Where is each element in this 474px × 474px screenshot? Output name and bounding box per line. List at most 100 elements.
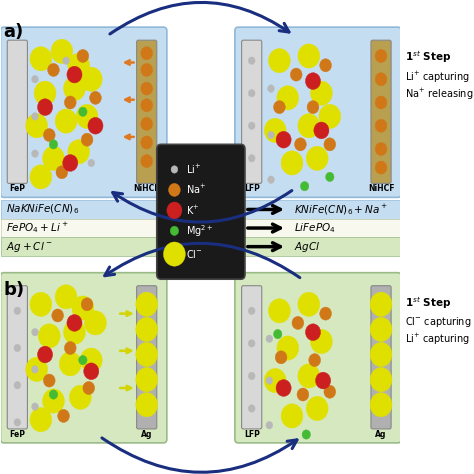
Circle shape — [30, 165, 52, 189]
Circle shape — [310, 329, 332, 354]
FancyBboxPatch shape — [235, 273, 401, 443]
Text: FeP: FeP — [9, 184, 25, 193]
Circle shape — [14, 419, 21, 426]
FancyBboxPatch shape — [0, 27, 167, 197]
Circle shape — [38, 324, 60, 348]
Circle shape — [64, 76, 85, 100]
FancyBboxPatch shape — [235, 27, 401, 197]
Circle shape — [49, 390, 58, 399]
Text: Li$^{+}$ capturing: Li$^{+}$ capturing — [404, 332, 470, 347]
Text: Ag: Ag — [375, 430, 387, 439]
Circle shape — [55, 285, 77, 309]
Circle shape — [84, 311, 106, 335]
Circle shape — [273, 100, 285, 114]
Circle shape — [69, 385, 91, 410]
Circle shape — [43, 389, 64, 413]
Circle shape — [268, 48, 291, 73]
Circle shape — [248, 307, 255, 315]
Circle shape — [370, 317, 392, 341]
Circle shape — [32, 75, 38, 83]
Circle shape — [51, 39, 73, 64]
Circle shape — [324, 138, 336, 151]
Circle shape — [320, 307, 331, 320]
Circle shape — [171, 166, 178, 173]
Circle shape — [32, 365, 38, 373]
Circle shape — [266, 335, 273, 342]
Text: a): a) — [3, 23, 23, 41]
Circle shape — [170, 226, 179, 236]
Circle shape — [32, 403, 38, 410]
Circle shape — [375, 143, 387, 155]
Circle shape — [302, 430, 310, 439]
Circle shape — [281, 151, 303, 175]
Circle shape — [141, 47, 153, 60]
Circle shape — [67, 315, 82, 331]
Circle shape — [370, 342, 392, 366]
Circle shape — [276, 380, 291, 396]
Circle shape — [305, 73, 320, 90]
Circle shape — [79, 107, 87, 117]
Text: $FePO_4+Li^+$: $FePO_4+Li^+$ — [6, 220, 68, 236]
Circle shape — [32, 328, 38, 336]
Circle shape — [248, 340, 255, 347]
Circle shape — [26, 114, 47, 138]
Circle shape — [67, 66, 82, 83]
Circle shape — [55, 109, 77, 133]
Circle shape — [248, 372, 255, 380]
Circle shape — [306, 146, 328, 170]
Circle shape — [90, 91, 101, 104]
Circle shape — [136, 292, 158, 317]
Circle shape — [81, 133, 93, 146]
Bar — [1, 237, 400, 256]
Circle shape — [306, 396, 328, 420]
Text: NiHCF: NiHCF — [134, 184, 160, 193]
Circle shape — [88, 118, 103, 134]
Text: 1$^{st}$ Step: 1$^{st}$ Step — [404, 49, 451, 65]
Circle shape — [268, 176, 274, 183]
Text: Li$^{+}$ capturing: Li$^{+}$ capturing — [404, 70, 470, 85]
Circle shape — [268, 85, 274, 92]
Circle shape — [141, 155, 153, 168]
Circle shape — [310, 81, 332, 105]
Text: $Ag+Cl^-$: $Ag+Cl^-$ — [6, 240, 52, 254]
Circle shape — [43, 146, 64, 170]
Circle shape — [248, 90, 255, 97]
Text: b): b) — [3, 281, 24, 299]
Circle shape — [291, 68, 302, 81]
Circle shape — [84, 363, 99, 380]
Circle shape — [30, 47, 52, 71]
Circle shape — [136, 342, 158, 366]
Text: $LiFePO_4$: $LiFePO_4$ — [294, 221, 335, 235]
Circle shape — [76, 104, 98, 128]
Text: Na$^{+}$ releasing: Na$^{+}$ releasing — [404, 87, 473, 102]
Circle shape — [141, 99, 153, 112]
Circle shape — [375, 73, 387, 86]
Circle shape — [281, 404, 303, 428]
Circle shape — [64, 320, 85, 344]
Circle shape — [266, 421, 273, 429]
Circle shape — [305, 324, 320, 341]
Circle shape — [80, 348, 102, 372]
Circle shape — [326, 172, 334, 182]
Circle shape — [264, 368, 286, 392]
Circle shape — [319, 104, 341, 128]
Circle shape — [375, 161, 387, 174]
Circle shape — [34, 81, 56, 105]
Text: K$^{+}$: K$^{+}$ — [186, 204, 200, 217]
Text: $KNiFe(CN)_6+Na^+$: $KNiFe(CN)_6+Na^+$ — [294, 202, 388, 217]
Circle shape — [298, 114, 320, 138]
Circle shape — [64, 341, 76, 355]
Circle shape — [167, 202, 182, 219]
Circle shape — [268, 299, 291, 323]
FancyBboxPatch shape — [7, 286, 27, 429]
FancyBboxPatch shape — [371, 286, 391, 429]
FancyBboxPatch shape — [242, 286, 262, 429]
Text: $NaKNiFe(CN)_6$: $NaKNiFe(CN)_6$ — [6, 203, 79, 216]
Circle shape — [370, 292, 392, 317]
Bar — [1, 219, 400, 237]
Circle shape — [301, 182, 309, 191]
Circle shape — [248, 57, 255, 64]
Circle shape — [141, 136, 153, 149]
Circle shape — [32, 113, 38, 120]
Circle shape — [63, 57, 69, 64]
